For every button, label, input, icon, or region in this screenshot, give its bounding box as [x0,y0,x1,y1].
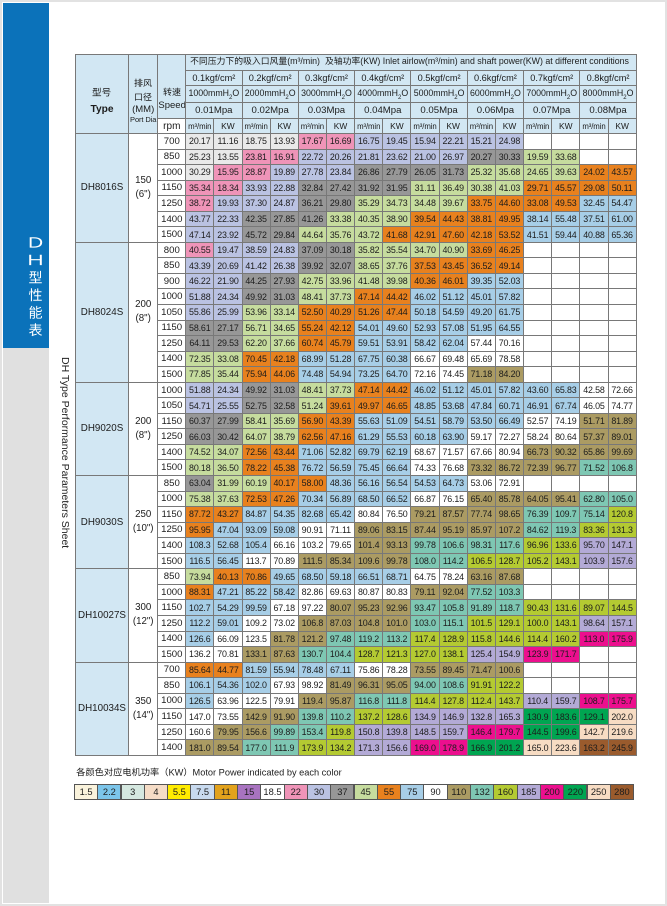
svg-text:(m³/min): (m³/min) [287,56,320,66]
svg-text:KW: KW [168,768,183,778]
svg-text:Motor Power indicated by each: Motor Power indicated by each color [193,768,342,778]
svg-text:(KW) Inlet airlow(m³/min) and: (KW) Inlet airlow(m³/min) and shaft powe… [360,56,629,66]
